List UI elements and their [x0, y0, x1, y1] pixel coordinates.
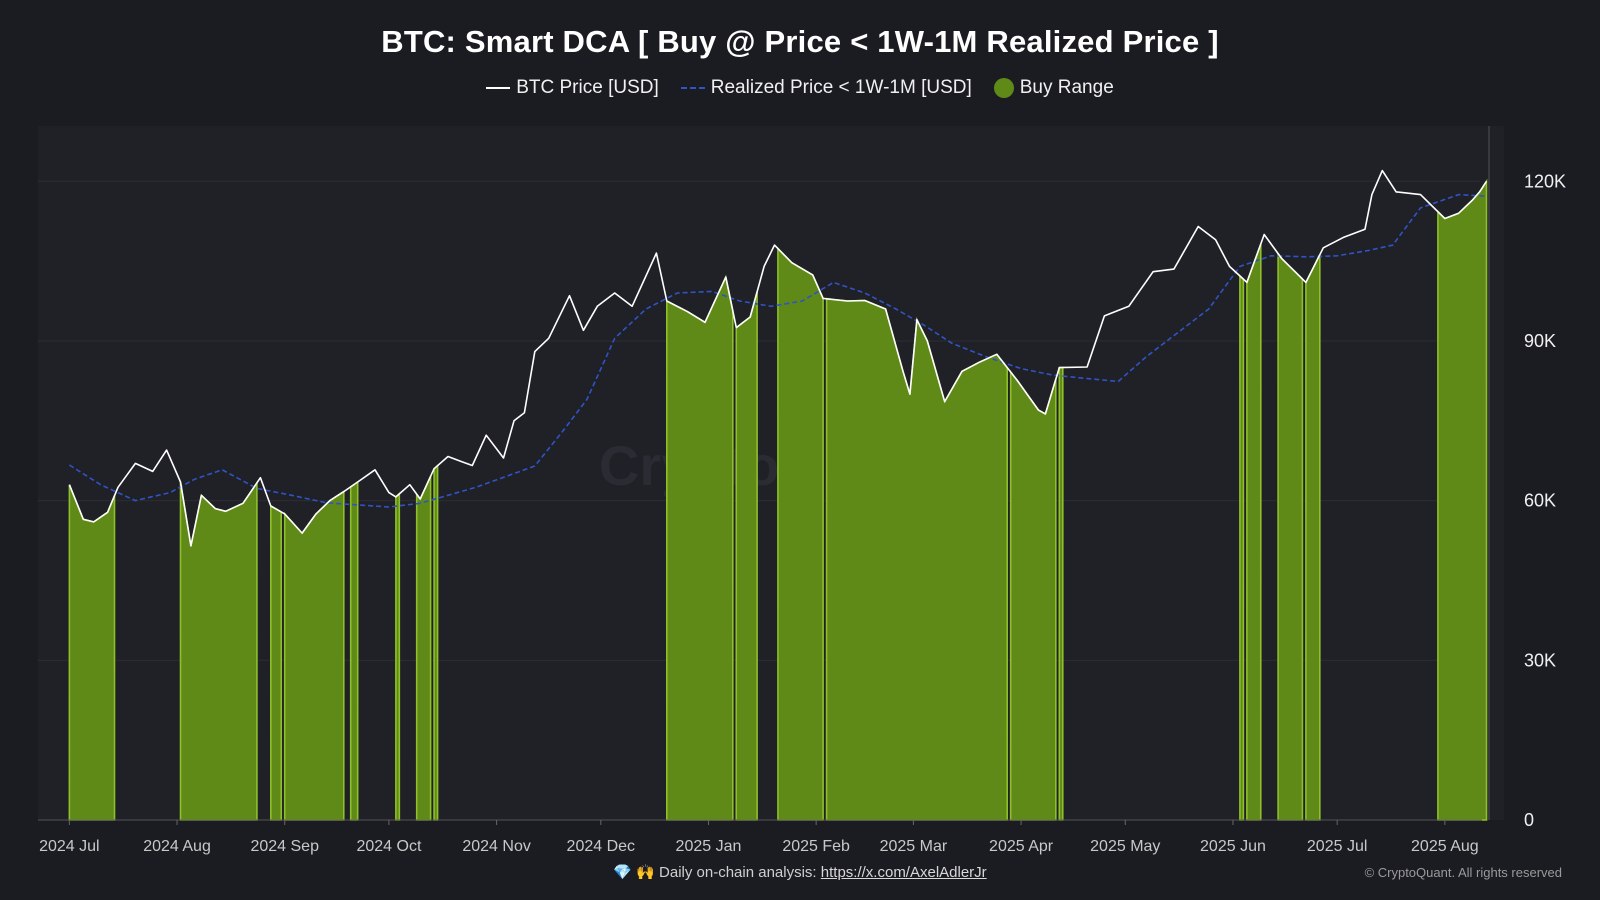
buy-range-area [395, 491, 401, 821]
btc-price-line [68, 169, 1488, 547]
buy-range-area [825, 297, 1009, 821]
buy-range-area [269, 504, 283, 821]
solid-line-icon [486, 87, 511, 89]
y-tick-label: 0 [1524, 810, 1534, 830]
buy-range-area [433, 463, 439, 821]
buy-range-area [349, 480, 359, 821]
x-tick-label: 2024 Aug [143, 838, 211, 855]
x-tick-label: 2024 Nov [462, 838, 531, 855]
buy-range-area [735, 291, 758, 821]
raised-hands-icon: 🙌 [636, 864, 655, 881]
axes: 0 30K 60K 90K 120K 2024 Jul 2024 Aug 2024 Sep 20… [38, 126, 1566, 855]
x-tick-label: 2024 Sep [250, 838, 319, 855]
y-tick-label: 60K [1524, 491, 1556, 511]
dashed-line-icon [680, 87, 705, 89]
series-lines [68, 169, 1488, 547]
buy-range-area [1437, 178, 1488, 821]
buy-range-area [1246, 243, 1262, 821]
legend-label-btc-price: BTC Price [USD] [516, 77, 659, 98]
buy-range-area [1239, 274, 1245, 821]
x-tick-label: 2024 Dec [567, 838, 636, 855]
buy-range-area [1277, 251, 1304, 821]
buy-range-area [68, 484, 116, 821]
x-tick-label: 2025 Feb [782, 838, 850, 855]
legend-item-realized-price[interactable]: Realized Price < 1W-1M [USD] [680, 77, 972, 99]
x-tick-label: 2025 Aug [1411, 838, 1479, 855]
x-tick-label: 2025 Jun [1200, 838, 1266, 855]
buy-range-area [777, 246, 824, 821]
x-tick-label: 2024 Oct [356, 838, 421, 855]
realized-price-line [68, 193, 1487, 508]
legend-label-buy-range: Buy Range [1019, 77, 1114, 98]
legend-item-buy-range[interactable]: Buy Range [993, 77, 1114, 99]
legend-label-realized-price: Realized Price < 1W-1M [USD] [710, 77, 972, 98]
footer-text: Daily on-chain analysis: [659, 864, 817, 881]
y-tick-label: 90K [1524, 331, 1556, 351]
buy-range-area [1058, 366, 1064, 821]
buy-range-area [665, 274, 734, 821]
legend-item-btc-price[interactable]: BTC Price [USD] [486, 77, 659, 99]
chart-title: BTC: Smart DCA [ Buy @ Price < 1W-1M Rea… [381, 24, 1219, 59]
buy-range-area [415, 475, 432, 821]
x-tick-label: 2025 Mar [880, 838, 948, 855]
x-tick-label: 2024 Jul [39, 838, 100, 855]
x-tick-label: 2025 Jul [1307, 838, 1368, 855]
footer-link[interactable]: https://x.com/AxelAdlerJr [820, 864, 987, 881]
x-tick-label: 2025 Jan [676, 838, 742, 855]
footer: 💎 🙌 Daily on-chain analysis: https://x.c… [0, 863, 1600, 881]
y-tick-label: 30K [1524, 650, 1556, 670]
circle-dot-icon [993, 78, 1014, 98]
x-tick-label: 2025 Apr [989, 838, 1054, 855]
buy-range-area [1009, 369, 1057, 821]
copyright-notice: © CryptoQuant. All rights reserved [1364, 865, 1562, 880]
gem-icon: 💎 [613, 864, 632, 881]
y-tick-label: 120K [1524, 171, 1566, 191]
buy-range-area [1305, 254, 1321, 821]
x-tick-label: 2025 May [1090, 838, 1160, 855]
chart-legend: BTC Price [USD] Realized Price < 1W-1M [… [0, 77, 1600, 99]
buy-range-area [283, 490, 345, 821]
